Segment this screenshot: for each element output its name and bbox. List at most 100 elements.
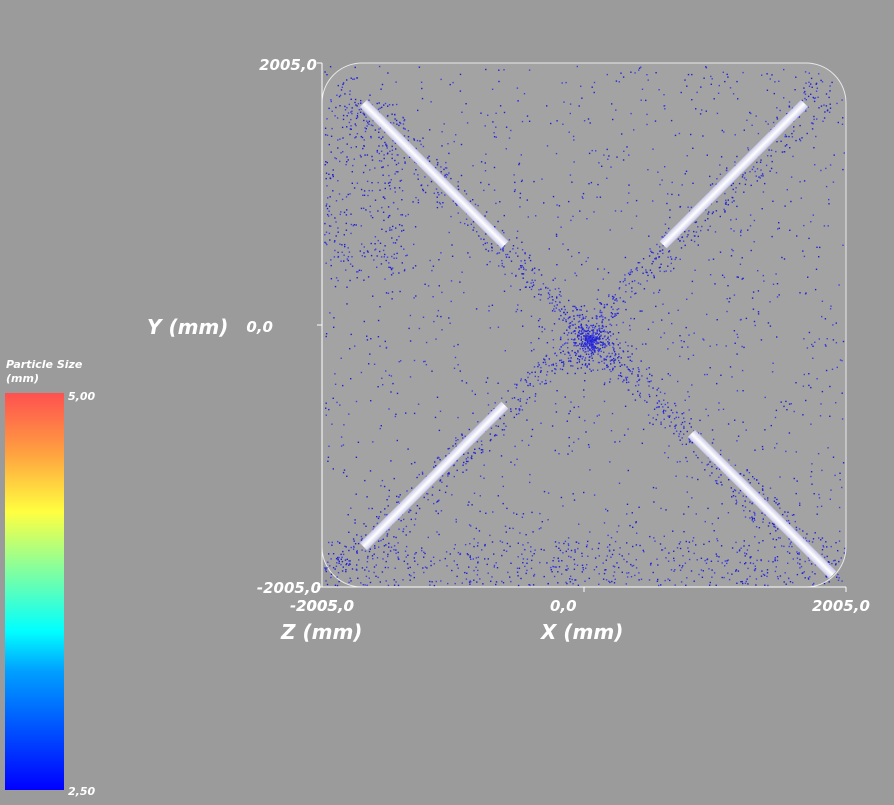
- particle: [739, 561, 741, 564]
- particle: [723, 276, 726, 279]
- particle: [417, 199, 420, 201]
- particle: [541, 331, 543, 333]
- particle: [675, 475, 677, 477]
- particle: [812, 214, 814, 216]
- particle: [777, 578, 779, 580]
- particle: [408, 574, 411, 576]
- particle: [450, 215, 452, 218]
- particle: [788, 522, 791, 525]
- particle: [597, 350, 600, 353]
- particle: [825, 345, 827, 347]
- particle: [440, 580, 442, 582]
- particle: [610, 359, 612, 361]
- particle: [712, 258, 715, 260]
- particle: [453, 475, 455, 478]
- particle: [387, 164, 389, 167]
- particle: [376, 522, 379, 525]
- particle: [522, 562, 524, 564]
- particle: [805, 399, 807, 402]
- particle: [741, 369, 744, 372]
- particle: [609, 378, 612, 380]
- particle: [555, 566, 558, 568]
- particle: [639, 310, 641, 312]
- particle: [740, 231, 742, 233]
- particle: [465, 460, 468, 463]
- particle: [733, 330, 736, 332]
- particle: [785, 400, 787, 403]
- particle: [453, 345, 455, 347]
- particle: [734, 464, 737, 466]
- particle: [820, 403, 822, 405]
- particle: [515, 275, 517, 277]
- particle: [593, 350, 596, 352]
- particle: [462, 437, 464, 439]
- particle: [623, 558, 625, 561]
- particle: [617, 357, 619, 359]
- particle: [756, 161, 758, 164]
- particle: [439, 480, 441, 482]
- particle: [778, 227, 780, 229]
- particle: [826, 109, 829, 111]
- particle: [393, 253, 395, 255]
- particle: [790, 403, 792, 405]
- particle: [375, 248, 377, 250]
- particle: [726, 310, 728, 313]
- particle: [538, 364, 540, 366]
- particle: [339, 243, 341, 245]
- particle: [841, 392, 843, 394]
- particle: [811, 483, 813, 485]
- particle: [370, 338, 372, 340]
- particle: [371, 155, 373, 158]
- particle: [501, 541, 504, 543]
- particle: [534, 549, 536, 551]
- particle: [592, 343, 594, 346]
- particle: [750, 556, 752, 558]
- particle: [818, 73, 820, 75]
- particle: [716, 540, 719, 542]
- particle: [585, 342, 588, 345]
- particle: [582, 344, 585, 346]
- particle: [527, 371, 529, 374]
- particle: [592, 336, 595, 339]
- particle: [683, 427, 685, 429]
- particle: [587, 341, 589, 343]
- particle: [665, 231, 667, 234]
- particle: [602, 562, 604, 564]
- particle: [540, 527, 542, 529]
- particle: [595, 336, 597, 338]
- particle: [367, 251, 369, 253]
- particle: [346, 126, 348, 128]
- particle: [563, 305, 566, 308]
- particle: [561, 560, 563, 562]
- particle: [604, 335, 606, 337]
- particle: [480, 112, 482, 114]
- particle: [346, 161, 348, 163]
- particle: [357, 441, 360, 443]
- particle: [508, 256, 510, 258]
- particle: [668, 312, 670, 314]
- particle: [596, 298, 599, 300]
- particle: [715, 553, 717, 555]
- particle: [812, 357, 814, 359]
- particle: [469, 583, 471, 585]
- particle: [417, 178, 419, 180]
- particle: [584, 341, 586, 344]
- particle: [708, 540, 710, 543]
- particle: [484, 162, 486, 164]
- particle: [586, 365, 588, 367]
- particle: [422, 188, 424, 191]
- particle: [324, 569, 327, 571]
- particle: [360, 207, 363, 210]
- particle: [691, 99, 693, 101]
- particle: [395, 227, 397, 229]
- particle: [692, 354, 695, 356]
- particle: [761, 173, 764, 175]
- particle: [423, 556, 425, 558]
- particle: [701, 109, 703, 111]
- particle: [437, 309, 440, 312]
- particle: [342, 151, 344, 153]
- particle: [388, 374, 391, 376]
- particle: [673, 560, 675, 562]
- particle: [522, 273, 525, 275]
- particle: [664, 410, 667, 412]
